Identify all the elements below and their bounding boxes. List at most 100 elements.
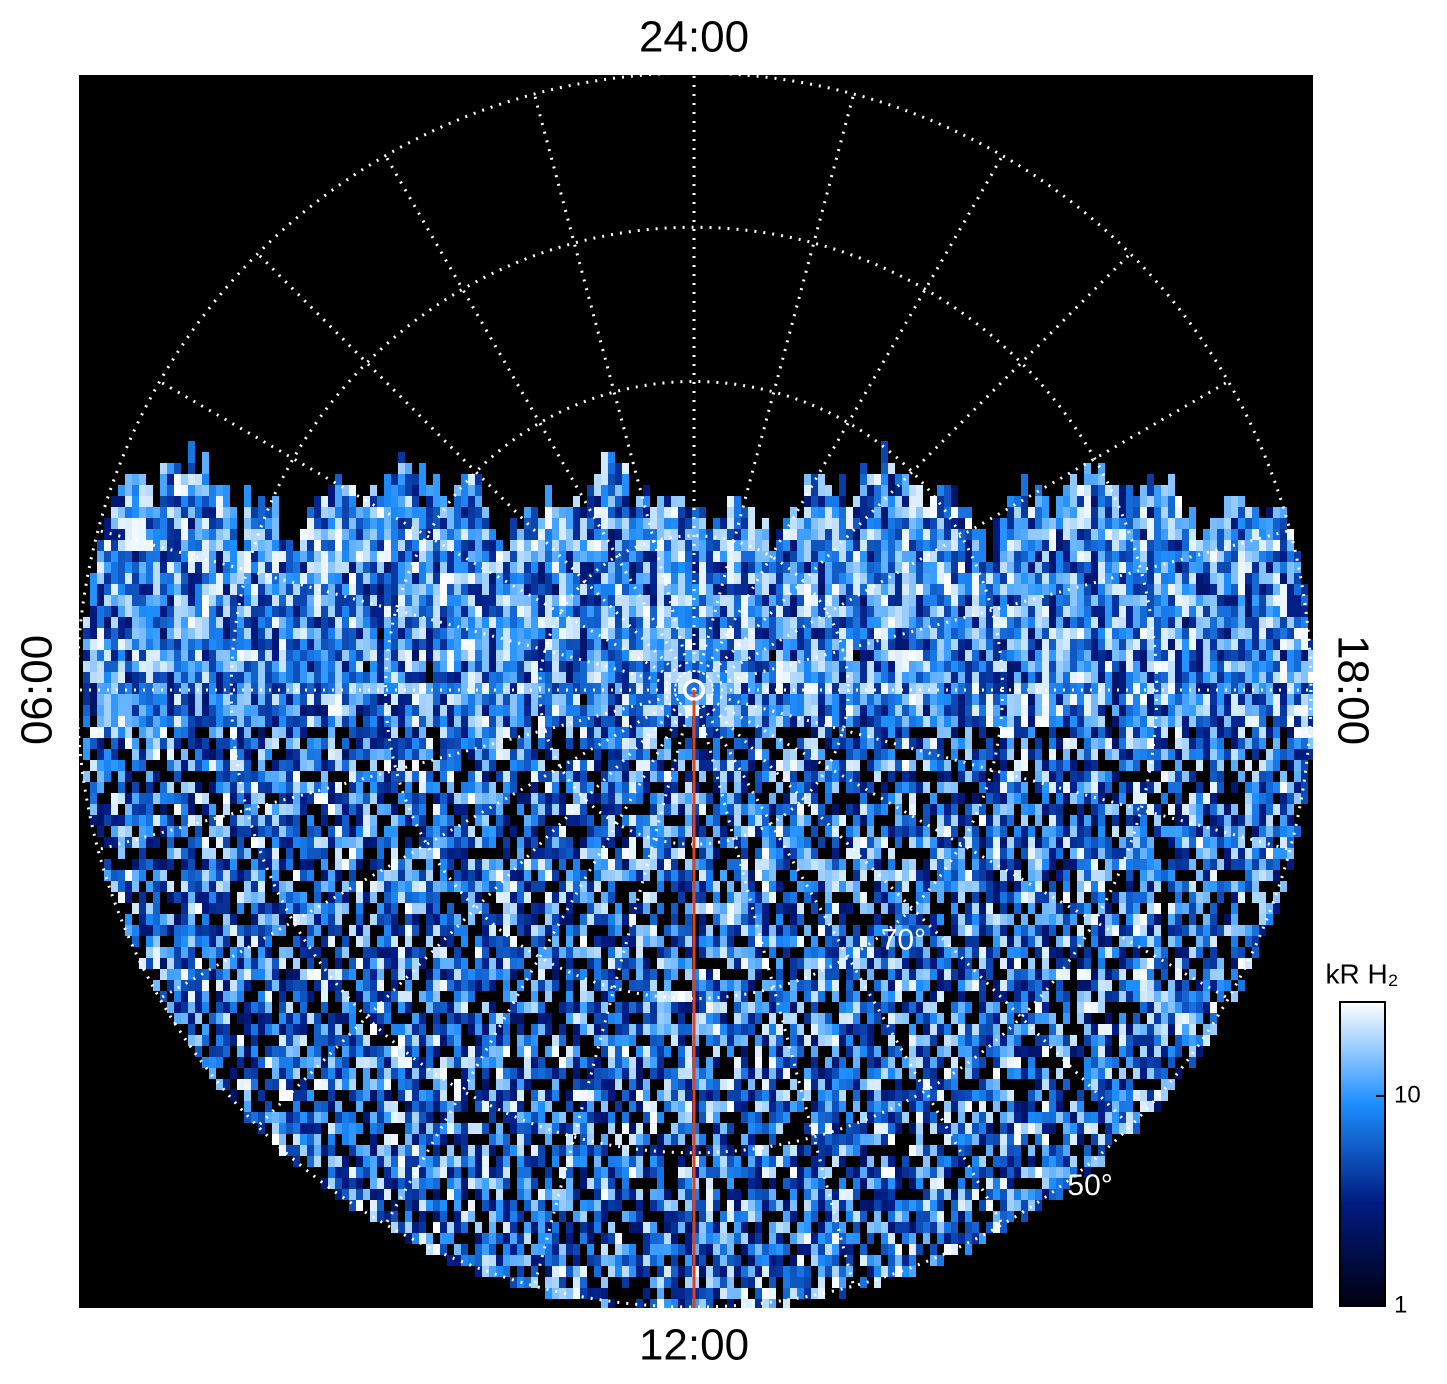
emission-pixel (1140, 837, 1147, 848)
emission-pixel (419, 738, 426, 749)
emission-pixel (1196, 749, 1203, 760)
emission-pixel (111, 738, 118, 749)
emission-pixel (524, 705, 531, 716)
emission-pixel (888, 771, 895, 782)
emission-pixel (629, 859, 636, 870)
emission-pixel (97, 782, 104, 793)
emission-pixel (587, 705, 594, 716)
emission-pixel (762, 727, 769, 738)
emission-pixel (1203, 716, 1210, 727)
emission-pixel (230, 760, 237, 771)
emission-pixel (286, 727, 293, 738)
emission-pixel (636, 870, 643, 881)
emission-pixel (328, 716, 335, 727)
emission-pixel (762, 705, 769, 716)
emission-pixel (244, 848, 251, 859)
emission-pixel (405, 716, 412, 727)
emission-pixel (776, 738, 783, 749)
emission-pixel (895, 716, 902, 727)
emission-pixel (335, 793, 342, 804)
emission-pixel (1154, 804, 1161, 815)
emission-pixel (804, 738, 811, 749)
emission-pixel (629, 793, 636, 804)
emission-pixel (419, 837, 426, 848)
emission-pixel (454, 551, 461, 584)
emission-pixel (986, 782, 993, 793)
emission-pixel (678, 606, 685, 639)
emission-pixel (741, 595, 748, 628)
emission-pixel (811, 782, 818, 793)
emission-pixel (615, 804, 622, 815)
emission-pixel (874, 485, 881, 518)
emission-pixel (762, 771, 769, 782)
emission-pixel (685, 804, 692, 815)
emission-pixel (699, 793, 706, 804)
emission-pixel (1077, 826, 1084, 837)
emission-pixel (97, 815, 104, 826)
emission-pixel (321, 848, 328, 859)
emission-pixel (1091, 738, 1098, 749)
emission-pixel (902, 826, 909, 837)
emission-pixel (1140, 749, 1147, 760)
emission-pixel (587, 826, 594, 837)
emission-pixel (524, 837, 531, 848)
emission-pixel (132, 859, 139, 870)
emission-pixel (279, 705, 286, 716)
emission-pixel (1091, 881, 1098, 892)
emission-pixel (419, 815, 426, 826)
emission-pixel (888, 870, 895, 881)
emission-pixel (405, 705, 412, 716)
emission-pixel (1014, 727, 1021, 738)
emission-pixel (573, 617, 580, 650)
emission-pixel (685, 881, 692, 892)
emission-pixel (937, 716, 944, 727)
emission-pixel (237, 628, 244, 661)
emission-pixel (685, 859, 692, 870)
emission-pixel (986, 738, 993, 749)
emission-pixel (216, 859, 223, 870)
emission-pixel (1301, 705, 1308, 716)
emission-pixel (1028, 859, 1035, 870)
emission-pixel (363, 738, 370, 749)
emission-pixel (111, 760, 118, 771)
emission-pixel (370, 782, 377, 793)
emission-pixel (216, 727, 223, 738)
emission-pixel (195, 870, 202, 881)
emission-pixel (1035, 881, 1042, 892)
emission-pixel (657, 815, 664, 826)
emission-pixel (951, 738, 958, 749)
emission-pixel (1000, 595, 1007, 628)
emission-pixel (1042, 496, 1049, 529)
emission-pixel (300, 848, 307, 859)
emission-pixel (741, 804, 748, 815)
emission-pixel (293, 705, 300, 716)
emission-pixel (636, 595, 643, 628)
emission-pixel (1049, 694, 1056, 727)
emission-pixel (496, 815, 503, 826)
emission-pixel (1217, 738, 1224, 749)
emission-pixel (972, 859, 979, 870)
emission-pixel (118, 782, 125, 793)
emission-pixel (468, 749, 475, 760)
emission-pixel (1182, 716, 1189, 727)
emission-pixel (426, 859, 433, 870)
emission-pixel (664, 771, 671, 782)
emission-pixel (818, 705, 825, 716)
emission-pixel (909, 661, 916, 694)
emission-pixel (538, 848, 545, 859)
emission-pixel (1077, 705, 1084, 716)
emission-pixel (930, 837, 937, 848)
emission-pixel (818, 804, 825, 815)
emission-pixel (860, 782, 867, 793)
emission-pixel (1189, 826, 1196, 837)
emission-pixel (188, 727, 195, 738)
emission-pixel (118, 716, 125, 727)
emission-pixel (433, 760, 440, 771)
emission-pixel (601, 837, 608, 848)
emission-pixel (888, 859, 895, 870)
emission-pixel (790, 694, 797, 727)
emission-pixel (650, 826, 657, 837)
emission-pixel (440, 859, 447, 870)
emission-pixel (244, 716, 251, 727)
emission-pixel (531, 573, 538, 606)
